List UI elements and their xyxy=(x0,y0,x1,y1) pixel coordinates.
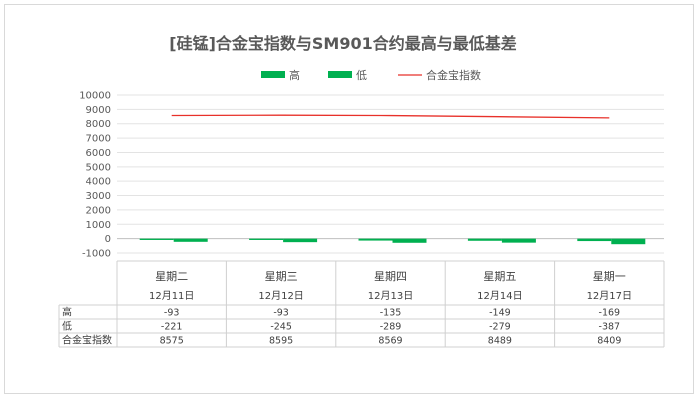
y-tick-label: 5000 xyxy=(86,162,111,173)
date-label: 12月13日 xyxy=(368,290,413,302)
legend: 高 低 合金宝指数 xyxy=(261,68,481,82)
y-tick-label: -1000 xyxy=(82,249,111,260)
category-label: 星期五 xyxy=(483,270,516,283)
bar-low xyxy=(283,238,318,243)
y-tick-label: 8000 xyxy=(86,119,111,130)
legend-swatch-1 xyxy=(261,71,285,78)
legend-label-3: 合金宝指数 xyxy=(426,68,481,82)
y-tick-label: 10000 xyxy=(79,91,111,102)
category-label: 星期三 xyxy=(265,270,298,283)
y-tick-label: 7000 xyxy=(86,134,111,145)
index-series-line xyxy=(171,114,610,119)
y-tick-label: 3000 xyxy=(86,191,111,202)
date-label: 12月12日 xyxy=(258,290,303,302)
y-tick-label: 9000 xyxy=(86,105,111,116)
category-label: 星期一 xyxy=(593,270,626,283)
bar-high xyxy=(139,238,174,240)
table-row-label: 高 xyxy=(62,306,72,319)
table-cell: -221 xyxy=(161,322,183,333)
bar-high xyxy=(467,238,502,241)
date-label: 12月11日 xyxy=(149,290,194,302)
chart-svg: [硅锰]合金宝指数与SM901合约最高与最低基差 高低合金宝指数 -100001… xyxy=(58,34,665,348)
bar-high xyxy=(249,238,284,240)
y-tick-label: 2000 xyxy=(86,205,111,216)
table-cell: -93 xyxy=(273,308,289,319)
table-cell: -289 xyxy=(380,322,402,333)
table-cell: 8489 xyxy=(488,336,512,347)
table-cell: -149 xyxy=(489,308,511,319)
y-tick-label: 4000 xyxy=(86,177,111,188)
chart-frame: [硅锰]合金宝指数与SM901合约最高与最低基差 高低合金宝指数 -1000 0 1… xyxy=(4,4,694,394)
bar-high xyxy=(577,238,612,242)
legend-label-1: 高 xyxy=(289,68,300,82)
bars xyxy=(139,238,646,245)
category-label: 星期四 xyxy=(374,270,407,283)
date-label: 12月14日 xyxy=(477,290,522,302)
y-tick-label: 0 xyxy=(105,234,111,245)
category-label: 星期二 xyxy=(155,270,188,283)
bar-low xyxy=(501,238,536,243)
table-cell: -387 xyxy=(599,322,621,333)
y-axis-ticks: -1000 0 1000 2000 3000 4000 5000 6000 7000 8000 90… xyxy=(79,91,111,260)
legend-label-2: 低 xyxy=(356,69,367,82)
bar-low xyxy=(173,238,208,242)
date-label: 12月17日 xyxy=(587,290,632,302)
table-cell: -135 xyxy=(380,308,402,319)
bar-low xyxy=(392,238,427,243)
index-line xyxy=(171,114,610,119)
table-cell: -279 xyxy=(489,322,511,333)
table-row-label: 合金宝指数 xyxy=(62,334,112,347)
y-tick-label: 6000 xyxy=(86,148,111,159)
table-row-label: 低 xyxy=(62,320,72,333)
table-cell: 8575 xyxy=(160,336,184,347)
legend-swatch-2 xyxy=(328,71,352,78)
data-table: 星期二 12月11日 星期三 12月12日 星期四 12月13日 星期五 12月14日 星期一 1… xyxy=(58,260,665,348)
y-tick-label: 1000 xyxy=(86,220,111,231)
bar-low xyxy=(611,238,646,245)
table-cell: -169 xyxy=(599,308,621,319)
bar-high xyxy=(358,238,393,241)
table-cell: -93 xyxy=(164,308,180,319)
gridlines xyxy=(117,94,664,254)
table-cell: 8569 xyxy=(378,336,402,347)
table-cell: 8595 xyxy=(269,336,293,347)
table-cell: 8409 xyxy=(597,336,621,347)
table-cell: -245 xyxy=(270,322,292,333)
chart-title: [硅锰]合金宝指数与SM901合约最高与最低基差 xyxy=(169,34,516,53)
